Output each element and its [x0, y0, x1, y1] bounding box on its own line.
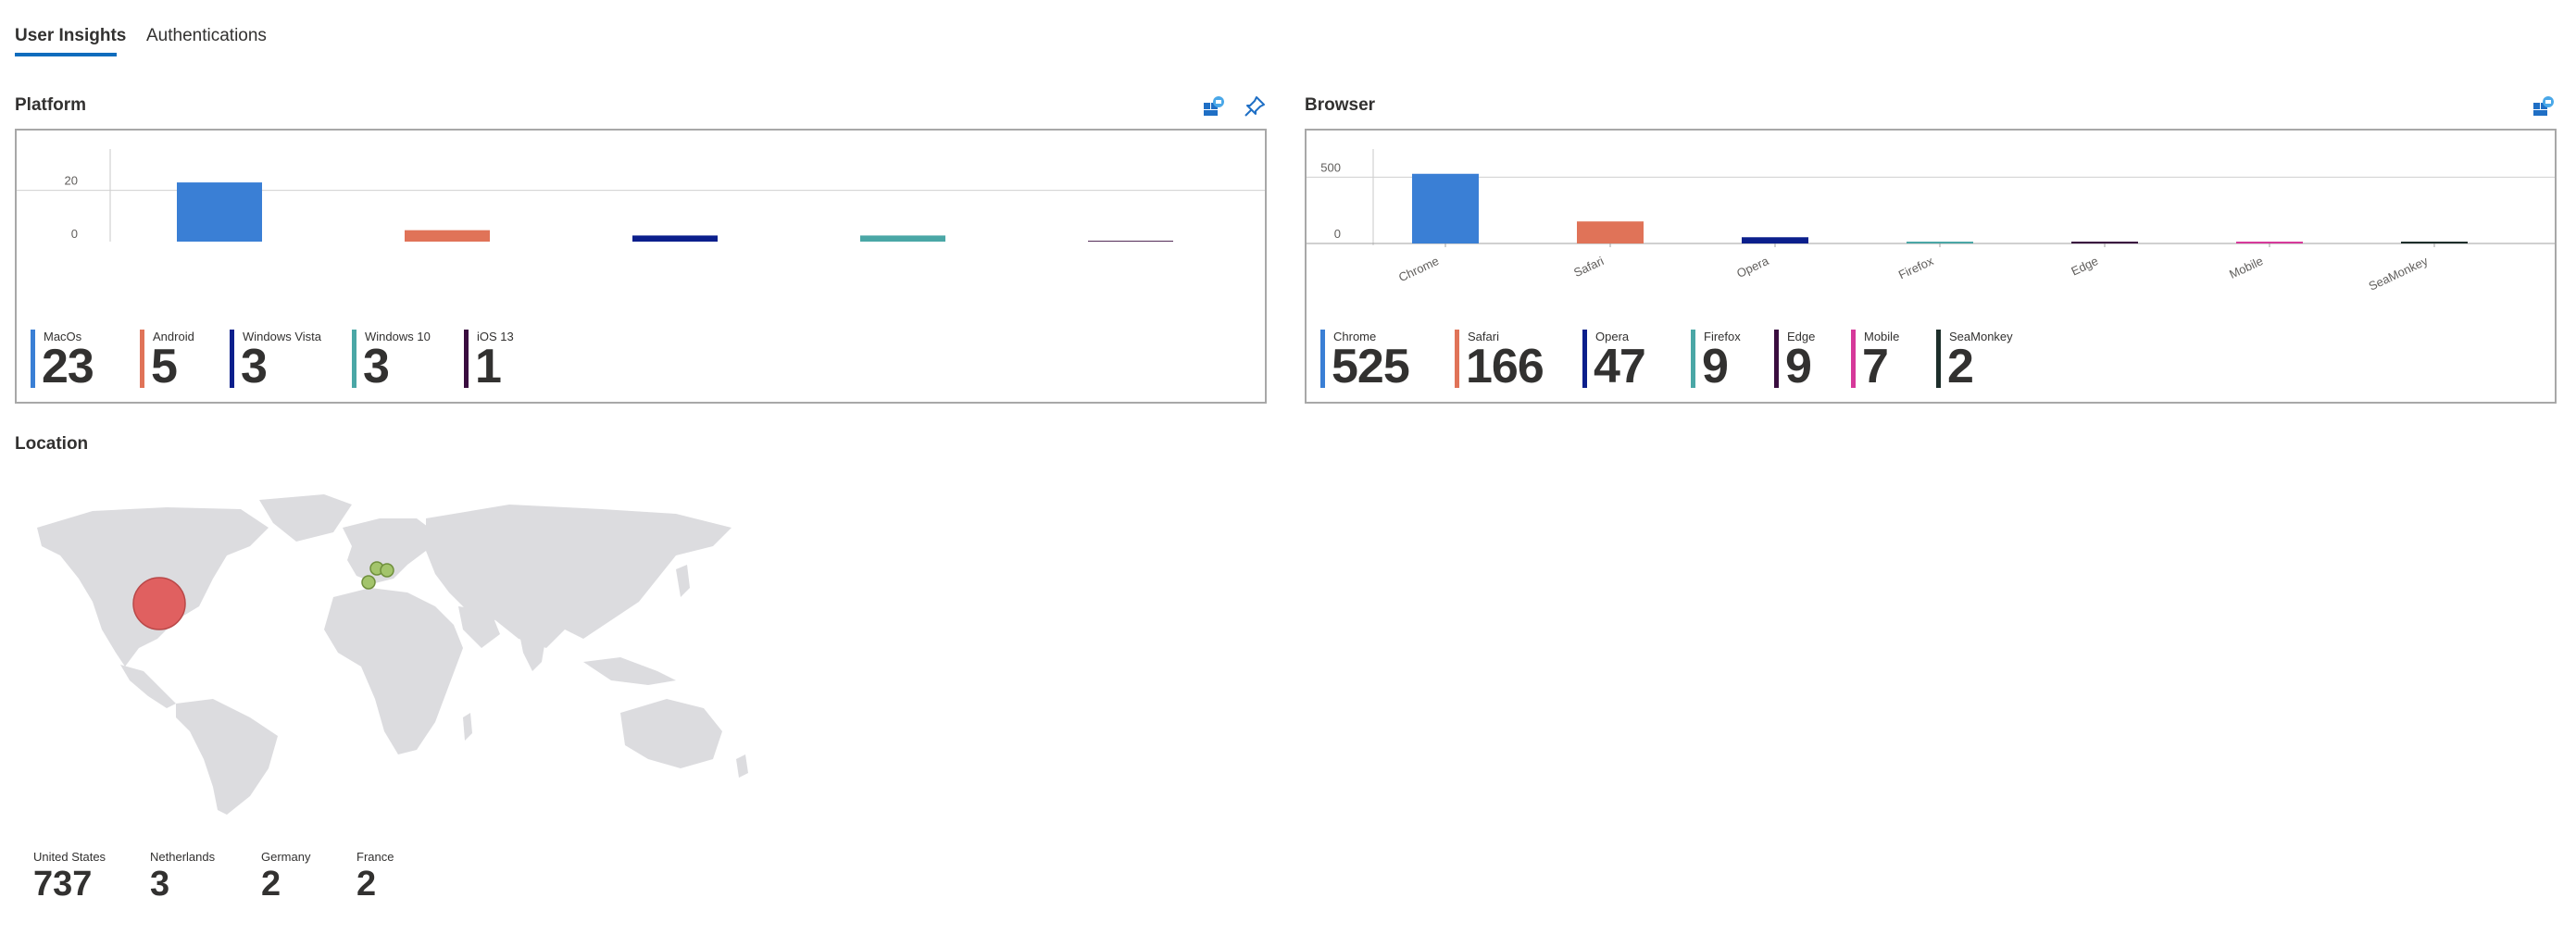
tile-color-bar: [1851, 330, 1856, 388]
bar-android[interactable]: [405, 230, 490, 242]
tile-color-bar: [1320, 330, 1325, 388]
tile-label: Edge: [1787, 330, 1816, 343]
tile-label: Windows 10: [365, 330, 431, 343]
location-value: 3: [150, 865, 170, 904]
location-value: 2: [261, 865, 281, 904]
active-tab-indicator: [15, 53, 117, 56]
tab-user-insights[interactable]: User Insights: [15, 26, 127, 45]
tab-authentications[interactable]: Authentications: [146, 26, 267, 45]
tile-color-bar: [230, 330, 234, 388]
bar-mobile[interactable]: [2236, 242, 2303, 243]
tile-value: 9: [1702, 340, 1729, 393]
tile-label: MacOs: [44, 330, 82, 343]
tile-label: iOS 13: [477, 330, 514, 343]
tile-color-bar: [140, 330, 144, 388]
bar-opera[interactable]: [1742, 237, 1808, 243]
marker-france[interactable]: [361, 575, 376, 590]
tile-color-bar: [1691, 330, 1695, 388]
browser-chart: 0 500 Chrome Safari Opera Firefox Edge Mobile Se…: [1307, 149, 2555, 293]
bar-chrome[interactable]: [1412, 173, 1479, 243]
bar-macos[interactable]: [177, 182, 262, 242]
marker-germany[interactable]: [380, 563, 394, 578]
tile-value: 9: [1785, 340, 1812, 393]
workbook-icon[interactable]: [2532, 94, 2556, 118]
tile-label: Android: [153, 330, 194, 343]
tile-value: 7: [1862, 340, 1889, 393]
tile-color-bar: [1774, 330, 1779, 388]
bar-windows-10[interactable]: [860, 235, 945, 242]
tile-color-bar: [352, 330, 356, 388]
tile-value: 3: [241, 340, 268, 393]
browser-panel: 0 500 Chrome Safari Opera Firefox Edge Mobile Se…: [1305, 129, 2557, 404]
location-item-france: France 2: [356, 850, 394, 904]
tile-value: 1: [475, 340, 502, 393]
location-title: Location: [15, 434, 89, 454]
x-tick-label: Edge: [2069, 254, 2100, 278]
tile-value: 166: [1466, 340, 1544, 393]
bar-ios-13[interactable]: [1088, 241, 1173, 242]
location-label: United States: [33, 850, 106, 864]
tile-label: SeaMonkey: [1949, 330, 2013, 343]
location-label: France: [356, 850, 394, 864]
tile-value: 525: [1332, 340, 1410, 393]
tile-color-bar: [464, 330, 469, 388]
location-label: Netherlands: [150, 850, 216, 864]
location-label: Germany: [261, 850, 311, 864]
bar-seamonkey[interactable]: [2401, 242, 2468, 243]
x-tick-label: Safari: [1571, 254, 1606, 280]
location-item-united-states: United States 737: [33, 850, 106, 904]
tile-color-bar: [1936, 330, 1941, 388]
world-map[interactable]: [28, 491, 750, 815]
pin-icon[interactable]: [1243, 94, 1267, 118]
tile-color-bar: [1582, 330, 1587, 388]
x-tick-label: Firefox: [1896, 254, 1936, 282]
workbook-icon[interactable]: [1202, 94, 1226, 118]
tile-value: 2: [1947, 340, 1974, 393]
bar-edge[interactable]: [2071, 242, 2138, 243]
x-tick-label: Chrome: [1396, 254, 1441, 284]
tile-value: 23: [42, 340, 94, 393]
tile-label: Firefox: [1704, 330, 1741, 343]
tile-value: 47: [1594, 340, 1646, 393]
tile-color-bar: [1455, 330, 1459, 388]
location-item-netherlands: Netherlands 3: [150, 850, 215, 904]
browser-title: Browser: [1305, 95, 1376, 115]
x-tick-label: Opera: [1734, 254, 1771, 280]
tile-label: Opera: [1595, 330, 1630, 343]
marker-united-states[interactable]: [132, 577, 186, 630]
tile-label: Safari: [1468, 330, 1499, 343]
tile-label: Chrome: [1333, 330, 1377, 343]
platform-title: Platform: [15, 95, 87, 115]
x-tick-label: SeaMonkey: [2367, 254, 2431, 293]
bar-safari[interactable]: [1577, 221, 1644, 243]
bar-windows-vista[interactable]: [632, 235, 718, 242]
location-value: 2: [356, 865, 377, 904]
tile-label: Mobile: [1864, 330, 1900, 343]
y-tick-label: 20: [65, 174, 78, 188]
x-tick-label: Mobile: [2227, 254, 2265, 281]
tile-value: 3: [363, 340, 390, 393]
location-value: 737: [33, 865, 93, 904]
y-tick-label: 0: [1334, 227, 1341, 241]
tile-label: Windows Vista: [243, 330, 322, 343]
y-tick-label: 500: [1320, 160, 1341, 174]
tile-value: 5: [151, 340, 178, 393]
location-item-germany: Germany 2: [261, 850, 310, 904]
bar-firefox[interactable]: [1907, 242, 1973, 243]
y-tick-label: 0: [71, 227, 78, 241]
tile-color-bar: [31, 330, 35, 388]
